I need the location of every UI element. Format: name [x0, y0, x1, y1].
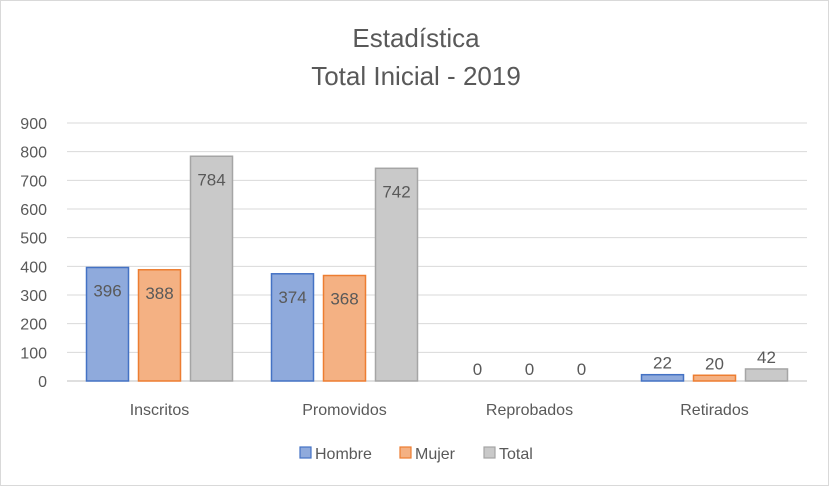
data-label: 374: [278, 288, 306, 307]
y-tick-label: 100: [20, 345, 47, 362]
data-labels: 396 388 784 374 368 742 0 0 0 22 20 42: [93, 170, 776, 379]
data-label: 20: [705, 354, 724, 373]
data-label: 396: [93, 281, 121, 300]
category-label: Promovidos: [302, 402, 386, 419]
legend: Hombre Mujer Total: [299, 446, 533, 463]
y-tick-label: 300: [20, 288, 47, 305]
category-label: Inscritos: [130, 402, 190, 419]
bar-total-promovidos: [374, 167, 419, 382]
bar-total-retirados: [744, 368, 789, 382]
data-label: 784: [197, 170, 225, 189]
bar-hombre-retirados: [640, 373, 685, 382]
y-tick-label: 800: [20, 145, 47, 162]
data-label: 742: [382, 182, 410, 201]
y-tick-label: 0: [38, 374, 47, 391]
y-tick-label: 600: [20, 202, 47, 219]
legend-label-mujer: Mujer: [415, 446, 456, 463]
bar-total-inscritos: [189, 155, 234, 382]
chart-title-line-2: Total Inicial - 2019: [311, 61, 521, 91]
bar-mujer-promovidos: [322, 274, 367, 382]
x-axis-categories: Inscritos Promovidos Reprobados Retirados: [130, 402, 749, 419]
y-tick-label: 700: [20, 173, 47, 190]
data-label: 22: [653, 354, 672, 373]
data-label: 368: [330, 290, 358, 309]
data-label: 42: [757, 348, 776, 367]
bar-hombre-promovidos: [270, 273, 315, 382]
chart-title-line-1: Estadística: [352, 23, 480, 53]
bar-mujer-retirados: [692, 374, 737, 382]
data-label: 0: [525, 360, 534, 379]
data-label: 0: [577, 360, 586, 379]
y-tick-label: 200: [20, 317, 47, 334]
legend-label-hombre: Hombre: [315, 446, 372, 463]
legend-label-total: Total: [499, 446, 533, 463]
data-label: 0: [473, 360, 482, 379]
legend-swatch-hombre: [299, 446, 312, 459]
data-label: 388: [145, 284, 173, 303]
y-axis-ticks: 0 100 200 300 400 500 600 700 800 900: [20, 116, 47, 391]
legend-swatch-mujer: [399, 446, 412, 459]
bars: [85, 155, 789, 382]
bar-mujer-inscritos: [137, 269, 182, 382]
y-tick-label: 500: [20, 231, 47, 248]
bar-hombre-inscritos: [85, 266, 130, 382]
y-tick-label: 900: [20, 116, 47, 133]
legend-swatch-total: [483, 446, 496, 459]
y-tick-label: 400: [20, 259, 47, 276]
category-label: Retirados: [680, 402, 748, 419]
category-label: Reprobados: [486, 402, 573, 419]
